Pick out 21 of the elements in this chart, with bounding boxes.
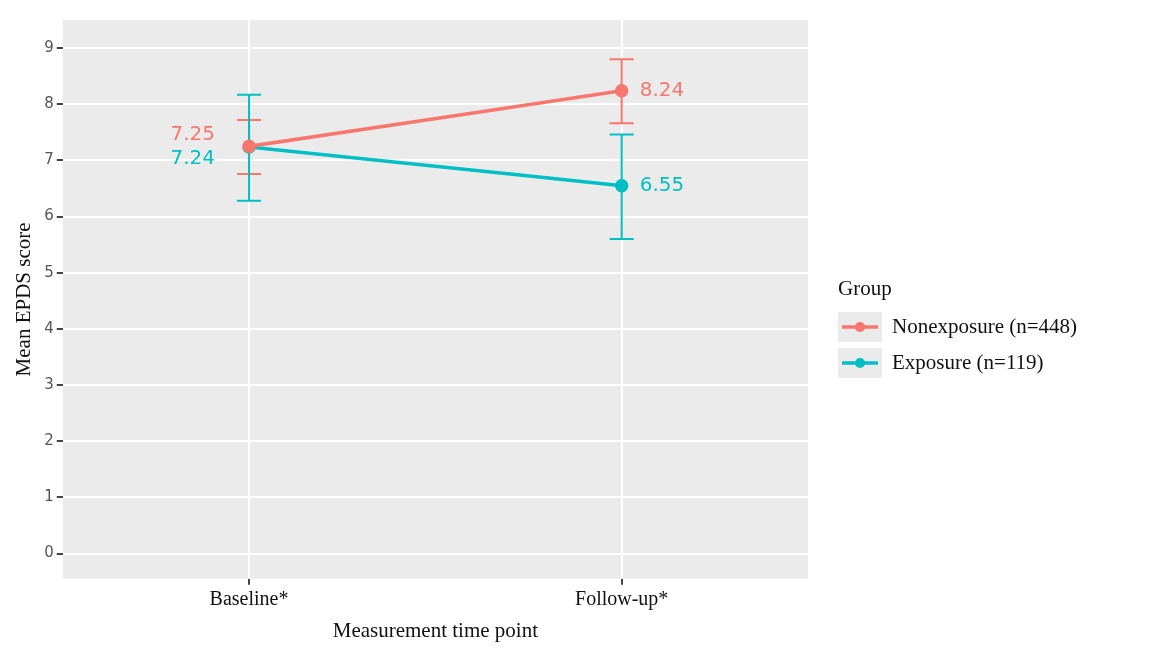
y-tick-label: 5	[44, 262, 54, 281]
x-axis-title: Measurement time point	[332, 617, 539, 642]
y-tick-label: 1	[44, 487, 54, 506]
legend-label: Nonexposure (n=448)	[892, 314, 1078, 339]
data-label: 6.55	[639, 171, 685, 196]
y-tick-label: 4	[44, 318, 54, 337]
legend-title: Group	[838, 275, 893, 301]
y-tick-label: 9	[44, 37, 54, 56]
y-tick-label: 0	[44, 543, 54, 562]
y-tick-label: 8	[44, 94, 54, 113]
data-label: 7.25	[170, 120, 216, 145]
legend-label: Exposure (n=119)	[892, 350, 1044, 375]
y-tick-label: 6	[44, 206, 54, 225]
y-tick-label: 3	[44, 374, 54, 393]
y-tick-label: 2	[44, 431, 54, 450]
data-label: 7.24	[170, 145, 216, 170]
y-axis-title: Mean EPDS score	[11, 222, 36, 377]
x-tick-label: Baseline*	[209, 587, 289, 610]
x-tick-label: Follow-up*	[575, 587, 669, 611]
y-tick-label: 7	[44, 150, 54, 169]
data-label: 8.24	[639, 76, 685, 101]
